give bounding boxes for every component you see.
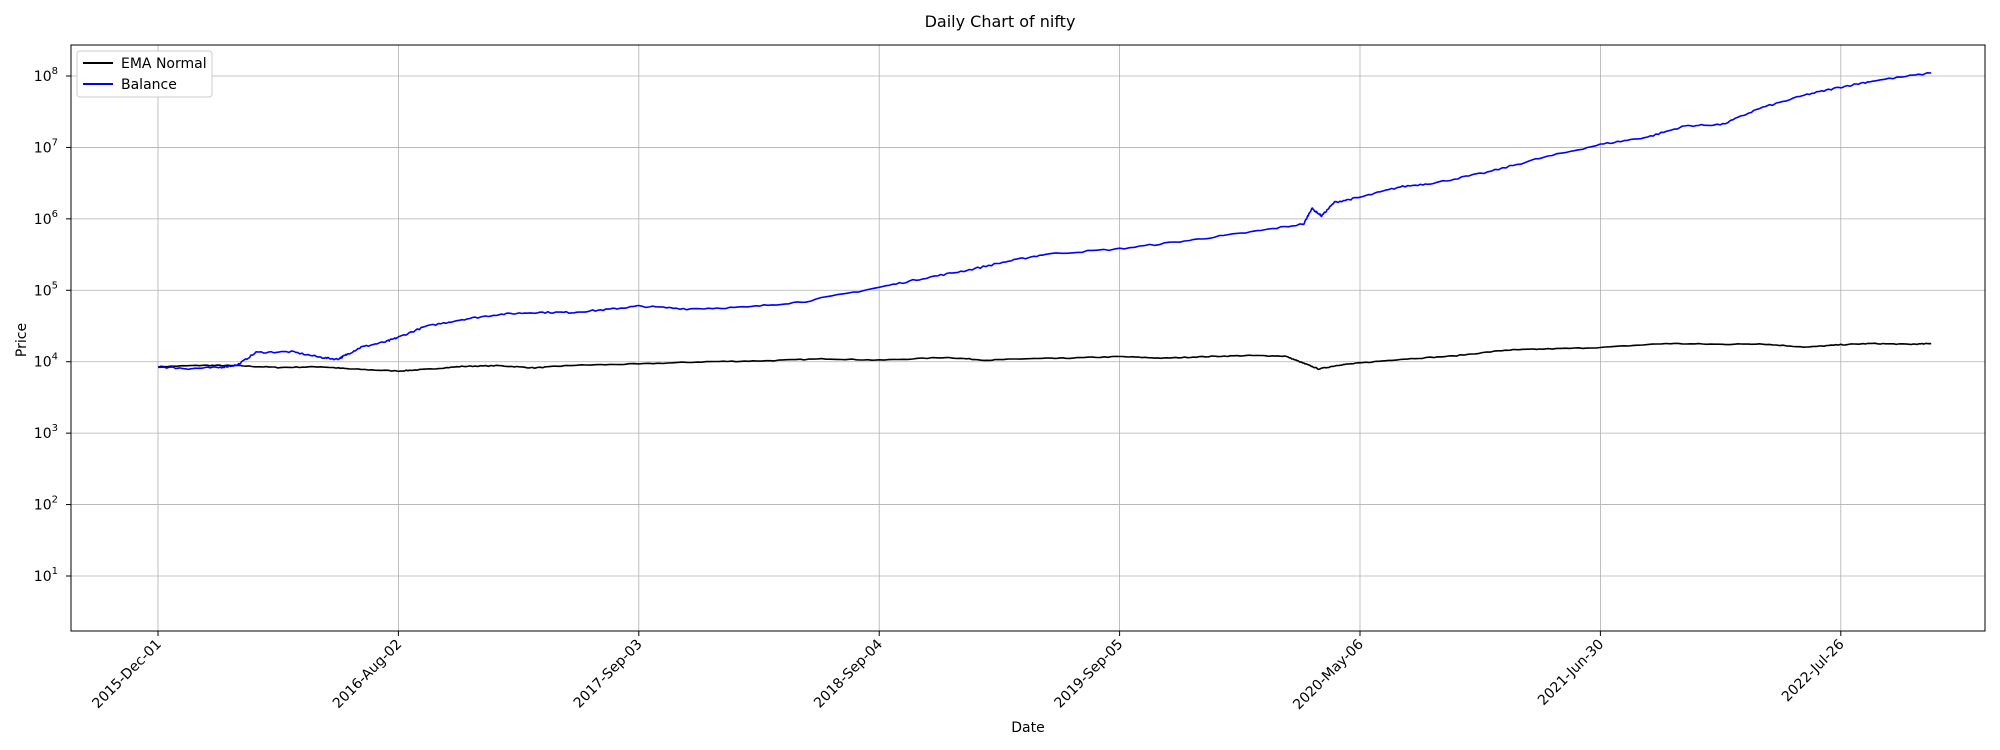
x-tick-label: 2021-Jun-30 <box>1535 637 1607 709</box>
x-tick-label: 2017-Sep-03 <box>571 637 646 712</box>
y-tick-label: 108 <box>34 66 58 85</box>
x-tick-label: 2020-May-06 <box>1290 636 1367 713</box>
legend-label-ema-normal: EMA Normal <box>121 56 207 72</box>
legend: EMA Normal Balance <box>76 50 213 98</box>
grid-lines <box>71 45 1985 631</box>
y-axis-label: Price <box>14 323 30 357</box>
x-tick-label: 2016-Aug-02 <box>330 637 405 712</box>
y-tick-label: 106 <box>34 209 58 228</box>
series-line-ema-normal <box>157 342 1932 373</box>
x-axis-label: Date <box>1011 720 1044 736</box>
x-axis-ticks: 2015-Dec-01 2016-Aug-02 2017-Sep-03 2018-Se… <box>89 631 1848 713</box>
y-tick-label: 104 <box>34 352 58 371</box>
x-tick-label: 2015-Dec-01 <box>89 637 164 712</box>
x-tick-label: 2022-Jul-26 <box>1779 636 1848 705</box>
y-tick-label: 105 <box>34 280 58 299</box>
legend-label-balance: Balance <box>121 77 177 93</box>
y-tick-label: 101 <box>34 566 58 585</box>
y-axis-ticks: 101 102 103 104 105 106 107 108 <box>34 66 71 585</box>
x-tick-label: 2019-Sep-05 <box>1052 637 1127 712</box>
y-tick-label: 103 <box>34 423 58 442</box>
x-tick-label: 2018-Sep-04 <box>811 636 886 711</box>
y-tick-label: 107 <box>34 137 58 156</box>
y-tick-label: 102 <box>34 495 58 514</box>
plot-series <box>157 72 1932 373</box>
series-line-balance <box>158 72 1932 371</box>
chart-title: Daily Chart of nifty <box>925 12 1076 31</box>
plot-frame <box>70 44 1986 632</box>
